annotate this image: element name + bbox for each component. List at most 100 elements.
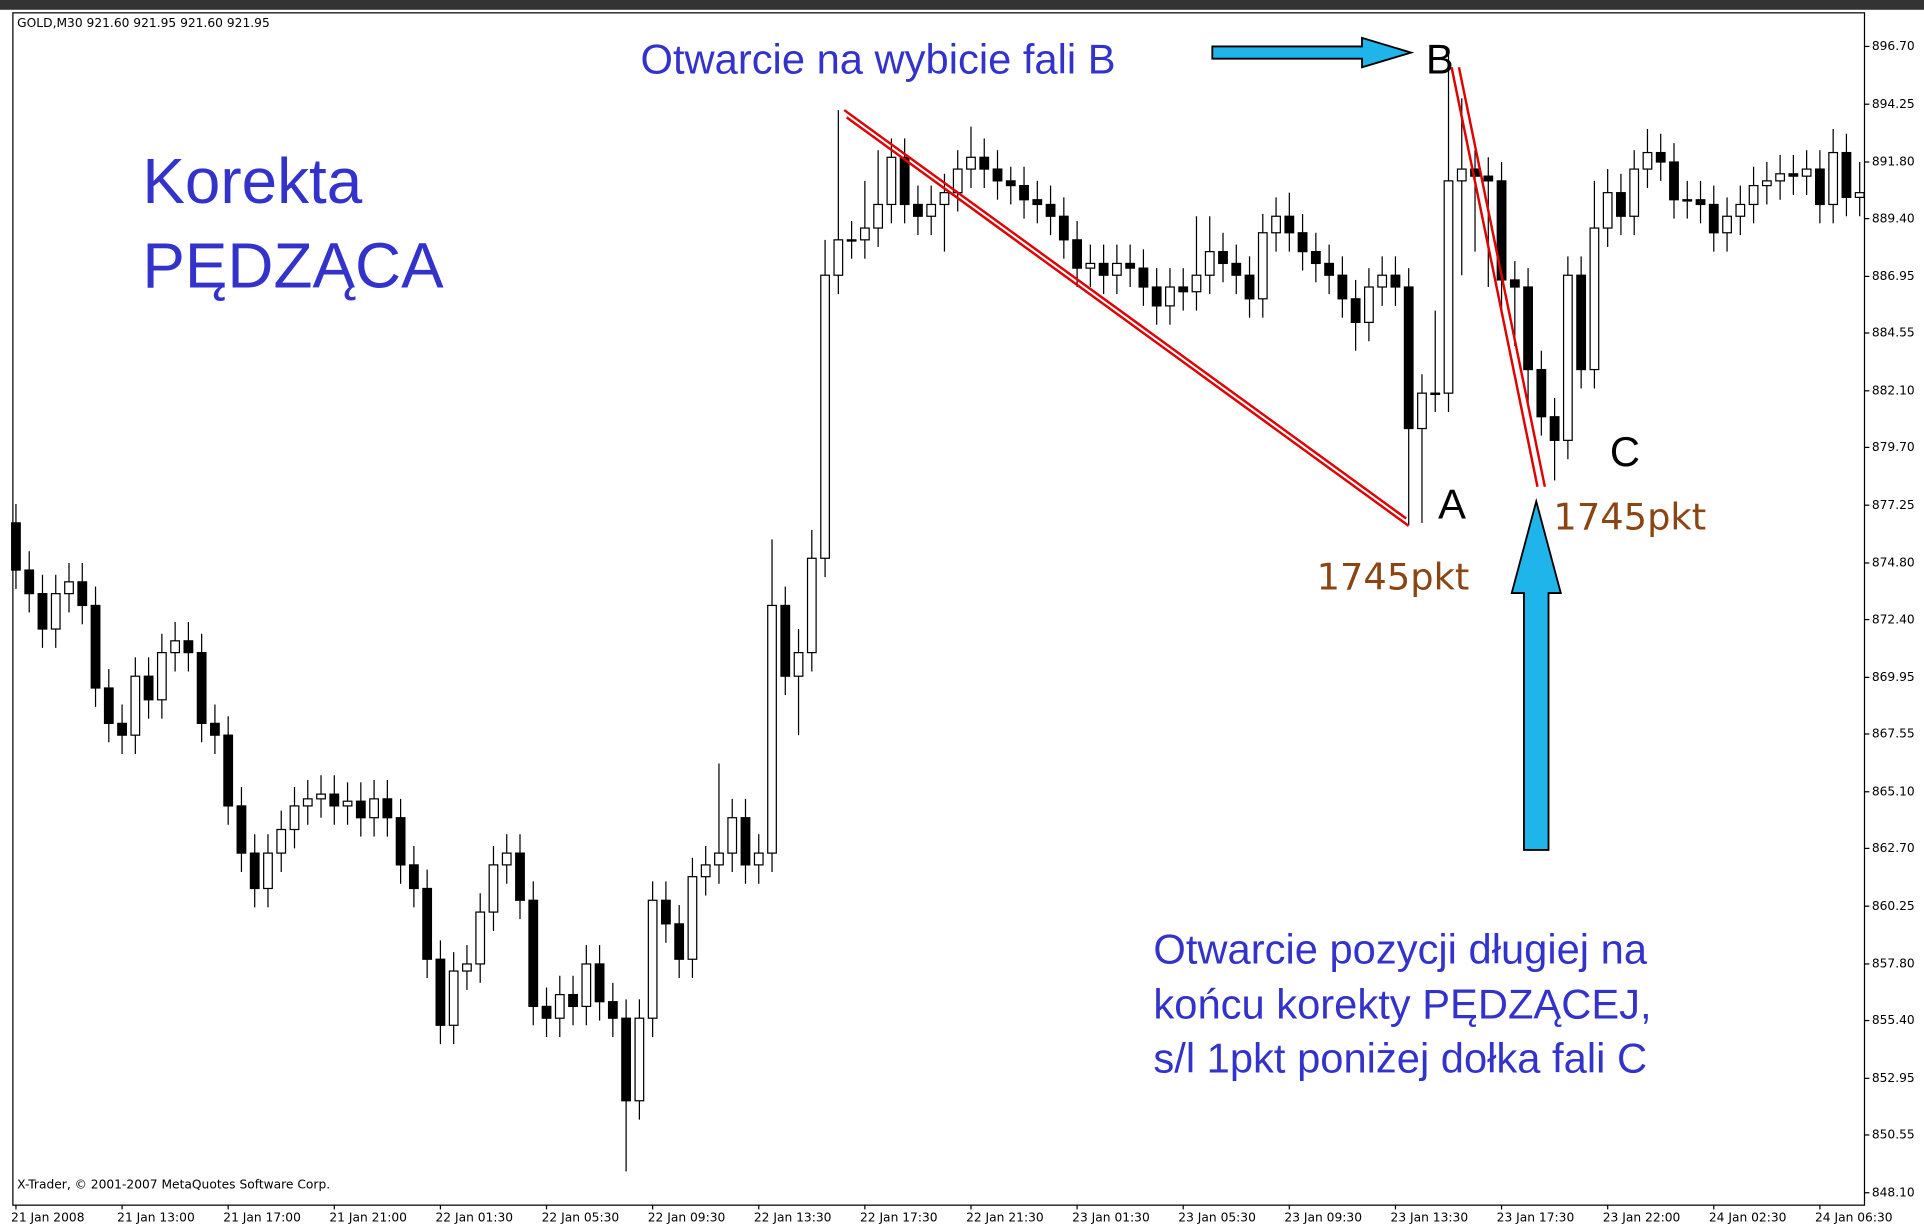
candle-body [1602,192,1613,229]
candle-body [1244,274,1255,300]
candle-body [1576,274,1587,371]
candle-body [1854,192,1865,198]
candle-body [1748,184,1759,206]
candle-body [302,798,313,807]
candle-body [554,994,565,1019]
candle-body [780,604,791,677]
y-tick-label: 850.55 [1872,1128,1915,1142]
window-bar [0,0,1924,10]
candle-body [1271,215,1281,234]
candle-body [382,798,393,819]
x-tick-label: 24 Jan 06:30 [1815,1211,1893,1225]
candle-body [1655,151,1666,163]
x-tick-label: 23 Jan 05:30 [1178,1211,1256,1225]
candle-body [1509,279,1520,288]
y-tick-label: 894.25 [1872,97,1915,111]
candle-body [1098,262,1109,276]
candle-body [740,817,751,866]
candle-body [448,970,459,1026]
y-tick-label: 884.55 [1872,326,1915,340]
candle-body [462,963,472,972]
candle-body [196,651,207,724]
candle-body [1403,286,1414,430]
y-tick-label: 877.25 [1872,498,1915,512]
candle-body [674,923,685,960]
candle-body [50,593,61,630]
candle-body [1058,215,1069,241]
candle-body [289,805,300,831]
x-tick-label: 22 Jan 09:30 [648,1211,726,1225]
candle-body [846,239,857,242]
candle-body [408,864,419,890]
candle-body [249,852,260,890]
candle-body [939,192,950,206]
candle-body [687,876,698,960]
candle-body [859,227,870,241]
y-tick-label: 889.40 [1872,211,1915,225]
candle-body [1138,267,1149,288]
candle-body [1284,215,1295,234]
candle-body [966,156,976,170]
candle-body [103,687,114,724]
candle-body [395,817,406,866]
candle-body [1324,262,1335,276]
title-line: PĘDZĄCA [142,230,444,301]
candle-body [1417,392,1427,430]
candle-body [1045,203,1056,217]
candle-body [1364,286,1374,324]
candle-body [1377,274,1388,288]
x-tick-label: 22 Jan 13:30 [754,1211,832,1225]
candles [11,51,1865,1172]
candle-body [1801,168,1812,177]
candle-body [873,203,884,229]
candle-body [647,899,658,1019]
candle-body [1735,203,1746,217]
candle-body [1204,251,1215,276]
y-tick-label: 879.70 [1872,440,1915,454]
candle-body [183,640,194,654]
candle-body [634,1017,645,1102]
candle-body [435,958,446,1026]
candle-body [24,569,35,595]
note-line: s/l 1pkt poniżej dołka fali C [1153,1035,1647,1082]
candle-body [1165,286,1175,307]
candle-body [369,798,379,819]
candle-body [1297,232,1308,253]
note-line: Otwarcie pozycji długiej na [1153,926,1647,973]
candle-body [130,675,141,736]
candle-body [767,604,777,854]
candle-body [714,852,724,866]
candle-body [1642,151,1653,170]
candle-body [143,675,154,701]
y-tick-label: 852.95 [1872,1071,1915,1085]
candle-body [1456,168,1467,182]
candle-body [1191,274,1202,293]
candle-body [1708,203,1719,234]
trend-line [1457,67,1547,487]
candle-body [621,1017,632,1102]
candle-body [342,800,353,807]
y-tick-label: 874.80 [1872,556,1915,570]
candle-body [263,852,273,890]
candle-body [1483,175,1494,182]
candle-body [1629,168,1640,217]
y-tick-label: 896.70 [1872,39,1915,53]
candle-body [210,722,220,736]
candle-body [753,852,764,866]
x-tick-label: 23 Jan 09:30 [1284,1211,1362,1225]
y-tick-label: 848.10 [1872,1185,1915,1199]
candle-body [806,557,817,654]
trend-lines [843,67,1547,527]
candle-body [316,793,326,800]
candle-body [660,899,671,925]
note-line: końcu korekty PĘDZĄCEJ, [1153,981,1651,1028]
copyright: X-Trader, © 2001-2007 MetaQuotes Softwar… [17,1178,330,1192]
candle-body [1390,274,1401,288]
y-tick-label: 857.80 [1872,957,1915,971]
candle-body [223,734,234,807]
candle-body [276,828,287,854]
candle-body [488,864,499,913]
candle-body [329,793,340,807]
candle-body [156,651,167,701]
candle-body [355,800,366,819]
